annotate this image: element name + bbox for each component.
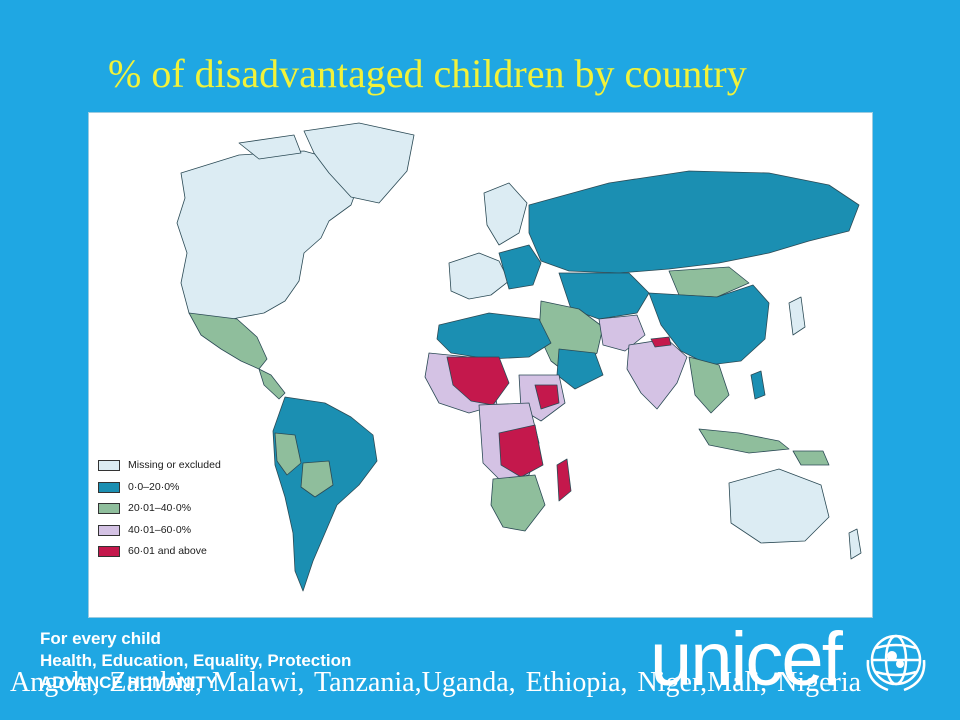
legend-item-missing: Missing or excluded bbox=[96, 457, 268, 479]
region-mongolia bbox=[668, 266, 750, 298]
region-russia bbox=[528, 170, 860, 274]
region-peru bbox=[274, 432, 302, 476]
legend-item-60-plus: 60·01 and above bbox=[96, 543, 268, 565]
legend-label: 40·01–60·0% bbox=[128, 523, 192, 536]
tagline-line-3: ADVANCE HUMANITY bbox=[40, 673, 218, 692]
region-afghanistan-pakistan bbox=[598, 314, 646, 352]
legend-swatch bbox=[98, 546, 120, 557]
legend-item-0-20: 0·0–20·0% bbox=[96, 479, 268, 501]
legend-label: 60·01 and above bbox=[128, 545, 207, 557]
region-japan bbox=[788, 296, 806, 336]
region-china bbox=[648, 284, 770, 366]
region-south-america bbox=[272, 396, 378, 592]
region-madagascar bbox=[556, 458, 572, 502]
region-nepal bbox=[650, 336, 672, 348]
legend-swatch bbox=[98, 524, 120, 536]
region-greenland bbox=[303, 122, 415, 204]
region-north-africa bbox=[436, 312, 552, 360]
region-papua-new-guinea bbox=[792, 450, 830, 466]
legend-item-40-60: 40·01–60·0% bbox=[96, 522, 268, 544]
legend-swatch bbox=[98, 503, 120, 514]
region-australia bbox=[728, 468, 830, 544]
region-ethiopia bbox=[534, 384, 560, 410]
legend-label: Missing or excluded bbox=[128, 459, 221, 471]
region-scandinavia bbox=[483, 182, 528, 246]
map-legend: Missing or excluded 0·0–20·0% 20·01–40·0… bbox=[96, 457, 268, 565]
legend-label: 20·01–40·0% bbox=[128, 502, 192, 514]
unicef-wordmark: unicef bbox=[650, 617, 843, 702]
region-north-america bbox=[176, 150, 360, 326]
legend-swatch bbox=[98, 481, 120, 493]
region-europe-west bbox=[448, 252, 510, 300]
region-southern-africa bbox=[490, 474, 546, 532]
region-india bbox=[626, 338, 688, 410]
legend-swatch bbox=[98, 460, 120, 471]
world-map bbox=[88, 112, 873, 618]
region-europe-east bbox=[498, 244, 542, 290]
region-southeast-asia bbox=[688, 356, 730, 414]
unicef-globe-emblem-icon bbox=[866, 634, 926, 692]
legend-label: 0·0–20·0% bbox=[128, 480, 180, 493]
highlighted-countries-caption: Angola, Zambia, Malawi, Tanzania,Uganda,… bbox=[10, 667, 862, 698]
region-philippines bbox=[750, 370, 766, 400]
region-central-america bbox=[258, 368, 286, 400]
region-great-lakes bbox=[498, 424, 544, 478]
tagline: For every child Health, Education, Equal… bbox=[40, 628, 351, 694]
slide-title: % of disadvantaged children by country bbox=[108, 51, 747, 96]
world-map-svg bbox=[176, 122, 862, 592]
region-arctic-islands bbox=[238, 134, 302, 160]
region-new-zealand bbox=[848, 528, 862, 560]
tagline-line-1: For every child bbox=[40, 629, 161, 648]
region-bolivia-paraguay bbox=[300, 460, 334, 498]
legend-item-20-40: 20·01–40·0% bbox=[96, 500, 268, 522]
region-mexico bbox=[188, 312, 268, 370]
region-arabian-peninsula bbox=[556, 348, 604, 390]
tagline-line-2: Health, Education, Equality, Protection bbox=[40, 651, 352, 670]
region-indonesia bbox=[698, 428, 790, 454]
